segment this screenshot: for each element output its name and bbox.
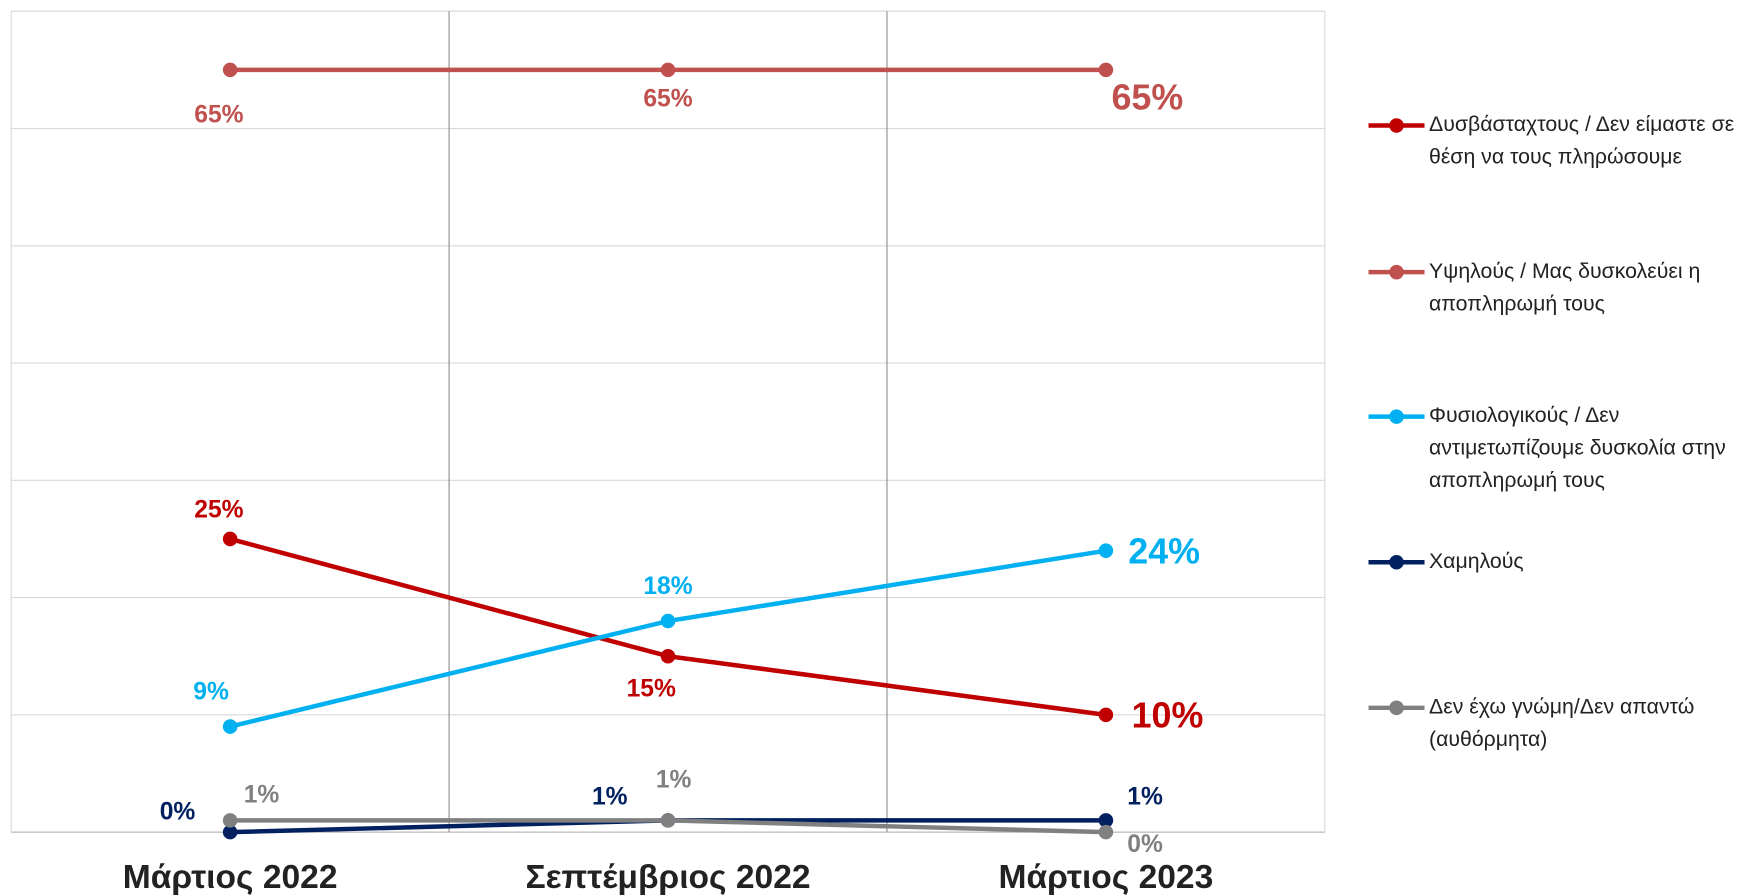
point <box>222 824 238 840</box>
value-label: 65% <box>194 101 243 128</box>
value-label: 15% <box>627 675 676 702</box>
value-label: 1% <box>244 781 280 808</box>
point <box>660 648 676 664</box>
legend-item: Υψηλούς / Μας δυσκολεύει η αποπληρωμή το… <box>1428 259 1701 316</box>
point <box>1098 62 1114 78</box>
value-label: 65% <box>1111 78 1183 118</box>
legend-item: Φυσιολογικούς / Δεν αντιμετωπίζουμε δυσκ… <box>1428 404 1726 493</box>
legend-label: Δυσβάσταχτους / Δεν είμαστε σε θέση να τ… <box>1428 113 1735 170</box>
point <box>1098 813 1114 828</box>
value-label: 0% <box>160 799 196 826</box>
value-label: 18% <box>643 573 692 600</box>
value-label: 1% <box>592 784 628 811</box>
point <box>660 62 676 78</box>
legend-label: Χαμηλούς <box>1428 549 1524 574</box>
x-tick-label: Σεπτέμβριος 2022 <box>525 859 810 896</box>
point <box>1098 543 1114 558</box>
legend-marker <box>1389 409 1404 424</box>
value-label: 10% <box>1132 696 1204 736</box>
value-label: 9% <box>193 678 229 705</box>
legend-marker <box>1389 264 1404 280</box>
point <box>222 531 238 547</box>
legend-label: Υψηλούς / Μας δυσκολεύει η αποπληρωμή το… <box>1428 259 1701 316</box>
legend-label: Φυσιολογικούς / Δεν αντιμετωπίζουμε δυσκ… <box>1428 404 1726 493</box>
value-label: 1% <box>1127 784 1163 811</box>
legend-item: Χαμηλούς <box>1428 549 1524 574</box>
legend-marker <box>1389 554 1404 570</box>
point <box>222 719 238 734</box>
point <box>222 62 238 78</box>
value-label: 65% <box>643 86 692 113</box>
point <box>660 613 676 629</box>
legend-item: Δεν έχω γνώμη/Δεν απαντώ (αυθόρμητα) <box>1428 695 1695 752</box>
value-label: 1% <box>656 767 692 794</box>
legend-item: Δυσβάσταχτους / Δεν είμαστε σε θέση να τ… <box>1428 113 1735 170</box>
legend-marker <box>1389 118 1404 133</box>
x-tick-label: Μάρτιος 2022 <box>123 859 338 896</box>
legend-marker <box>1389 700 1404 716</box>
legend-label: Δεν έχω γνώμη/Δεν απαντώ (αυθόρμητα) <box>1428 695 1695 752</box>
x-tick-label: Μάρτιος 2023 <box>999 859 1214 896</box>
point <box>222 813 238 828</box>
value-label: 24% <box>1128 532 1200 572</box>
value-label: 0% <box>1127 831 1163 858</box>
point <box>660 813 676 828</box>
point <box>1098 824 1114 840</box>
point <box>1098 707 1114 723</box>
value-label: 25% <box>194 496 243 523</box>
